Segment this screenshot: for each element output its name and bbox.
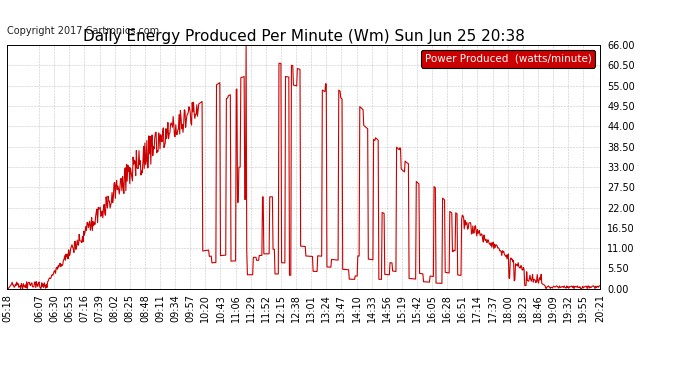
Legend: Power Produced  (watts/minute): Power Produced (watts/minute): [421, 50, 595, 68]
Text: Copyright 2017 Cartronics.com: Copyright 2017 Cartronics.com: [7, 26, 159, 36]
Title: Daily Energy Produced Per Minute (Wm) Sun Jun 25 20:38: Daily Energy Produced Per Minute (Wm) Su…: [83, 29, 524, 44]
